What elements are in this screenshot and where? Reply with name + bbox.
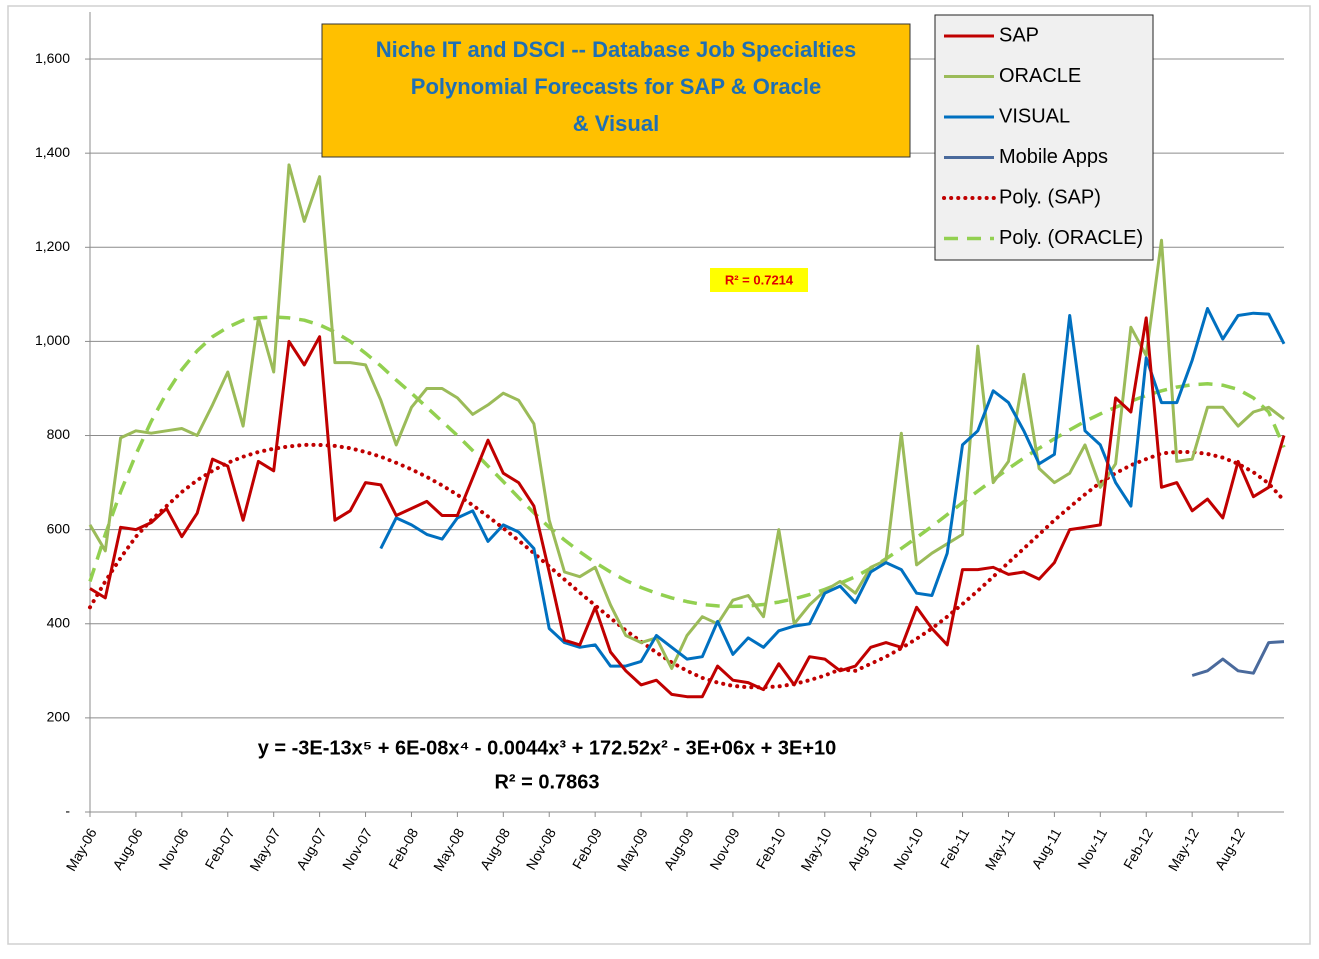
- y-tick-label: 1,600: [35, 50, 70, 66]
- legend-label: Poly. (ORACLE): [999, 227, 1143, 249]
- title-box: [321, 23, 911, 158]
- annotation-box: [710, 268, 808, 292]
- chart-title: & Visual: [573, 111, 659, 136]
- legend-label: VISUAL: [999, 105, 1070, 127]
- annotation: R² = 0.7863: [494, 771, 599, 793]
- y-tick-label: 1,400: [35, 144, 70, 160]
- series-line: [1191, 640, 1285, 677]
- annotation: R² = 0.7214: [725, 272, 794, 287]
- y-tick-label: 800: [47, 426, 71, 442]
- y-tick-label: 200: [47, 709, 71, 725]
- series-line: [88, 442, 1286, 690]
- series-line: [89, 316, 1286, 699]
- legend-box: [934, 14, 1154, 261]
- chart-title: Niche IT and DSCI -- Database Job Specia…: [376, 37, 856, 62]
- y-tick-label: 400: [47, 614, 71, 630]
- y-tick-label: 1,200: [35, 238, 70, 254]
- legend-label: SAP: [999, 24, 1039, 46]
- series-line: [88, 315, 1286, 609]
- annotation: y = -3E-13x⁵ + 6E-08x⁴ - 0.0044x³ + 172.…: [258, 737, 837, 759]
- legend-label: ORACLE: [999, 65, 1081, 87]
- series-line: [379, 307, 1286, 668]
- y-tick-label: 1,000: [35, 332, 70, 348]
- legend-label: Poly. (SAP): [999, 186, 1101, 208]
- legend-label: Mobile Apps: [999, 146, 1108, 168]
- chart-title: Polynomial Forecasts for SAP & Oracle: [411, 74, 821, 99]
- series-line: [88, 163, 1285, 670]
- legend: SAP ORACLE VISUAL Mobile Apps Poly. (SAP) Pol…: [942, 24, 1143, 249]
- y-tick-label: -: [65, 803, 70, 819]
- y-tick-label: 600: [47, 520, 71, 536]
- plot-lines: [88, 163, 1286, 699]
